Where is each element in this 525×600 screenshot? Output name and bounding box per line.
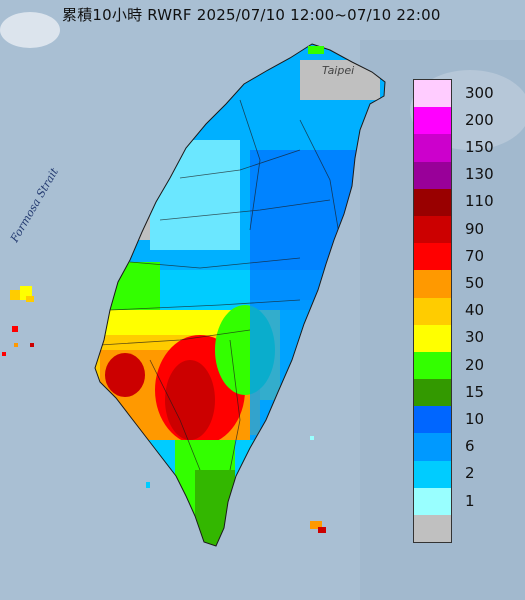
- legend-label: 6: [465, 437, 475, 456]
- map-title: 累積10小時 RWRF 2025/07/10 12:00~07/10 22:00: [62, 6, 441, 24]
- legend-swatch: [414, 433, 451, 461]
- legend-label: 130: [465, 165, 494, 184]
- legend-label: 200: [465, 110, 494, 129]
- legend-swatch: [414, 324, 451, 352]
- taiwan-coastline: [94, 43, 386, 547]
- legend-label: 1: [465, 491, 475, 510]
- legend-swatch: [414, 188, 451, 216]
- legend-label: 40: [465, 301, 485, 320]
- legend-swatch: [414, 515, 451, 543]
- legend-label: 20: [465, 355, 485, 374]
- legend-swatch: [414, 134, 451, 162]
- legend-label: 2: [465, 464, 475, 483]
- legend-swatch: [414, 161, 451, 189]
- color-legend: [413, 79, 452, 544]
- legend-swatch: [414, 80, 451, 108]
- legend-swatch: [414, 379, 451, 407]
- legend-swatch: [414, 487, 451, 515]
- legend-label: 90: [465, 219, 485, 238]
- legend-label: 15: [465, 382, 485, 401]
- legend-swatch: [414, 460, 451, 488]
- legend-label: 300: [465, 83, 494, 102]
- legend-swatch: [414, 107, 451, 135]
- cloud-patch: [0, 12, 60, 48]
- legend-label: 10: [465, 410, 485, 428]
- city-label: Taipei: [322, 64, 355, 77]
- legend-swatch: [414, 243, 451, 271]
- legend-label: 150: [465, 138, 494, 156]
- legend-label: 30: [465, 328, 485, 347]
- legend-swatch: [414, 406, 451, 434]
- legend-label: 110: [465, 192, 494, 211]
- legend-label: 70: [465, 246, 485, 265]
- legend-swatch: [414, 215, 451, 244]
- legend-swatch: [414, 351, 451, 380]
- legend-swatch: [414, 297, 451, 325]
- offshore-echoes: [2, 46, 326, 533]
- legend-swatch: [414, 270, 451, 298]
- legend-label: 50: [465, 274, 485, 292]
